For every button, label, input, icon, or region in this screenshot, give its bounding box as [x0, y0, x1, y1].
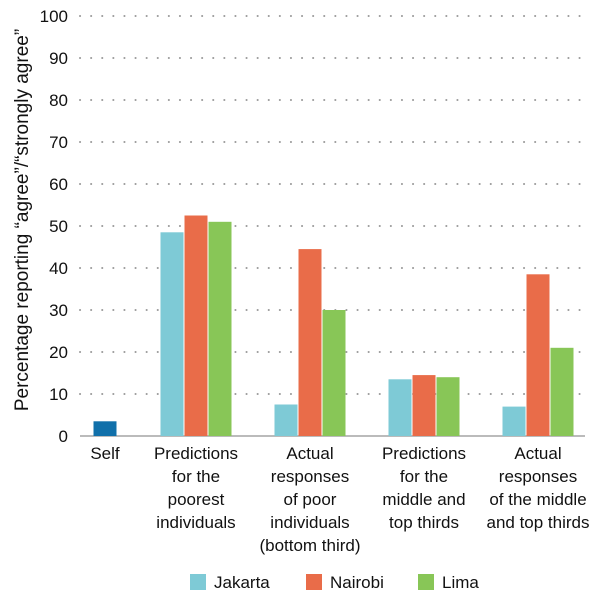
y-tick-label: 60 — [49, 175, 68, 194]
x-category-label: Predictions — [154, 444, 238, 463]
x-category-label: individuals — [270, 513, 349, 532]
x-category-label: of poor — [284, 490, 337, 509]
legend-label-jakarta: Jakarta — [214, 573, 270, 592]
y-tick-label: 0 — [59, 427, 68, 446]
y-axis-label: Percentage reporting “agree”/“strongly a… — [12, 29, 33, 411]
bar-nairobi — [298, 249, 322, 436]
x-category-label: and top thirds — [486, 513, 589, 532]
bar-jakarta — [502, 406, 526, 436]
y-tick-label: 40 — [49, 259, 68, 278]
x-category-label: Predictions — [382, 444, 466, 463]
x-category-label: for the — [400, 467, 448, 486]
x-category-label: responses — [271, 467, 349, 486]
y-tick-label: 20 — [49, 343, 68, 362]
legend-swatch-jakarta — [190, 574, 206, 590]
bar-self — [93, 421, 117, 436]
x-category-label: top thirds — [389, 513, 459, 532]
x-category-label: responses — [499, 467, 577, 486]
bar-lima — [550, 347, 574, 436]
gridlines — [79, 15, 586, 437]
bar-jakarta — [274, 404, 298, 436]
y-tick-label: 90 — [49, 49, 68, 68]
y-tick-label: 80 — [49, 91, 68, 110]
bar-jakarta — [388, 379, 412, 436]
category-labels: Self Predictions for the poorest individuals… — [90, 444, 589, 555]
legend: Jakarta Nairobi Lima — [190, 573, 479, 592]
bar-nairobi — [412, 375, 436, 436]
x-category-label: (bottom third) — [259, 536, 360, 555]
x-category-label: Self — [90, 444, 120, 463]
y-tick-label: 100 — [40, 7, 68, 26]
legend-label-lima: Lima — [442, 573, 479, 592]
bar-nairobi — [184, 215, 208, 436]
bar-lima — [436, 377, 460, 436]
x-category-label: of the middle — [489, 490, 586, 509]
legend-swatch-nairobi — [306, 574, 322, 590]
bar-jakarta — [160, 232, 184, 436]
y-tick-label: 70 — [49, 133, 68, 152]
x-category-label: middle and — [382, 490, 465, 509]
y-tick-label: 50 — [49, 217, 68, 236]
legend-swatch-lima — [418, 574, 434, 590]
legend-label-nairobi: Nairobi — [330, 573, 384, 592]
x-category-label: Actual — [286, 444, 333, 463]
x-category-label: Actual — [514, 444, 561, 463]
x-category-label: individuals — [156, 513, 235, 532]
bar-nairobi — [526, 274, 550, 436]
x-category-label: poorest — [168, 490, 225, 509]
y-tick-labels: 0 10 20 30 40 50 60 70 80 90 100 — [40, 7, 68, 446]
bars — [93, 215, 574, 436]
y-tick-label: 10 — [49, 385, 68, 404]
y-tick-label: 30 — [49, 301, 68, 320]
bar-lima — [322, 310, 346, 436]
x-category-label: for the — [172, 467, 220, 486]
bar-lima — [208, 221, 232, 436]
